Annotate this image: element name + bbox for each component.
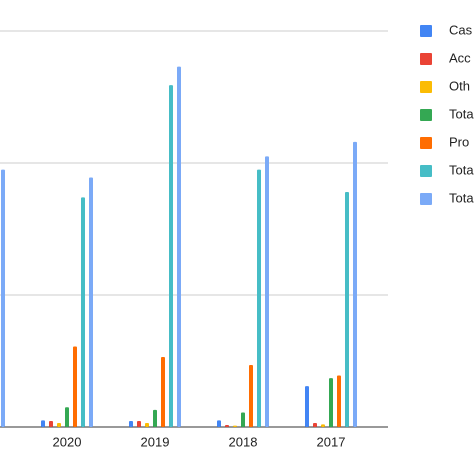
legend-swatch — [420, 109, 432, 121]
legend-label: Cas — [449, 22, 473, 37]
legend-swatch — [420, 193, 432, 205]
bar — [313, 423, 317, 427]
x-tick-label: 2017 — [317, 434, 346, 449]
bar — [129, 421, 133, 427]
bar — [145, 423, 149, 427]
bar — [81, 197, 85, 427]
bar — [265, 156, 269, 427]
bar — [225, 425, 229, 427]
bar — [305, 386, 309, 427]
bar — [233, 425, 237, 427]
bar — [73, 346, 77, 427]
legend-swatch — [420, 165, 432, 177]
bar — [49, 421, 53, 427]
bar — [137, 421, 141, 427]
legend-swatch — [420, 53, 432, 65]
bar — [217, 420, 221, 427]
legend-label: Oth — [449, 78, 470, 93]
legend-label: Acc — [449, 50, 471, 65]
bar — [169, 85, 173, 428]
bar — [249, 364, 253, 427]
bar — [345, 192, 349, 427]
bar — [177, 66, 181, 427]
bar — [337, 375, 341, 427]
bar — [65, 407, 69, 427]
bar — [329, 378, 333, 427]
legend-swatch — [420, 25, 432, 37]
bar — [161, 357, 165, 427]
bar — [41, 420, 45, 427]
bar — [89, 177, 93, 427]
bar — [321, 424, 325, 427]
x-tick-label: 2020 — [53, 434, 82, 449]
legend-label: Tota — [449, 190, 474, 205]
x-tick-label: 2018 — [229, 434, 258, 449]
bar — [1, 169, 5, 427]
legend-label: Tota — [449, 162, 474, 177]
legend-label: Pro — [449, 134, 469, 149]
bar — [57, 423, 61, 427]
bar — [153, 409, 157, 427]
bar — [241, 412, 245, 427]
legend-label: Tota — [449, 106, 474, 121]
legend-swatch — [420, 81, 432, 93]
bar — [257, 169, 261, 427]
x-tick-label: 2019 — [141, 434, 170, 449]
legend-swatch — [420, 137, 432, 149]
bar — [353, 141, 357, 427]
